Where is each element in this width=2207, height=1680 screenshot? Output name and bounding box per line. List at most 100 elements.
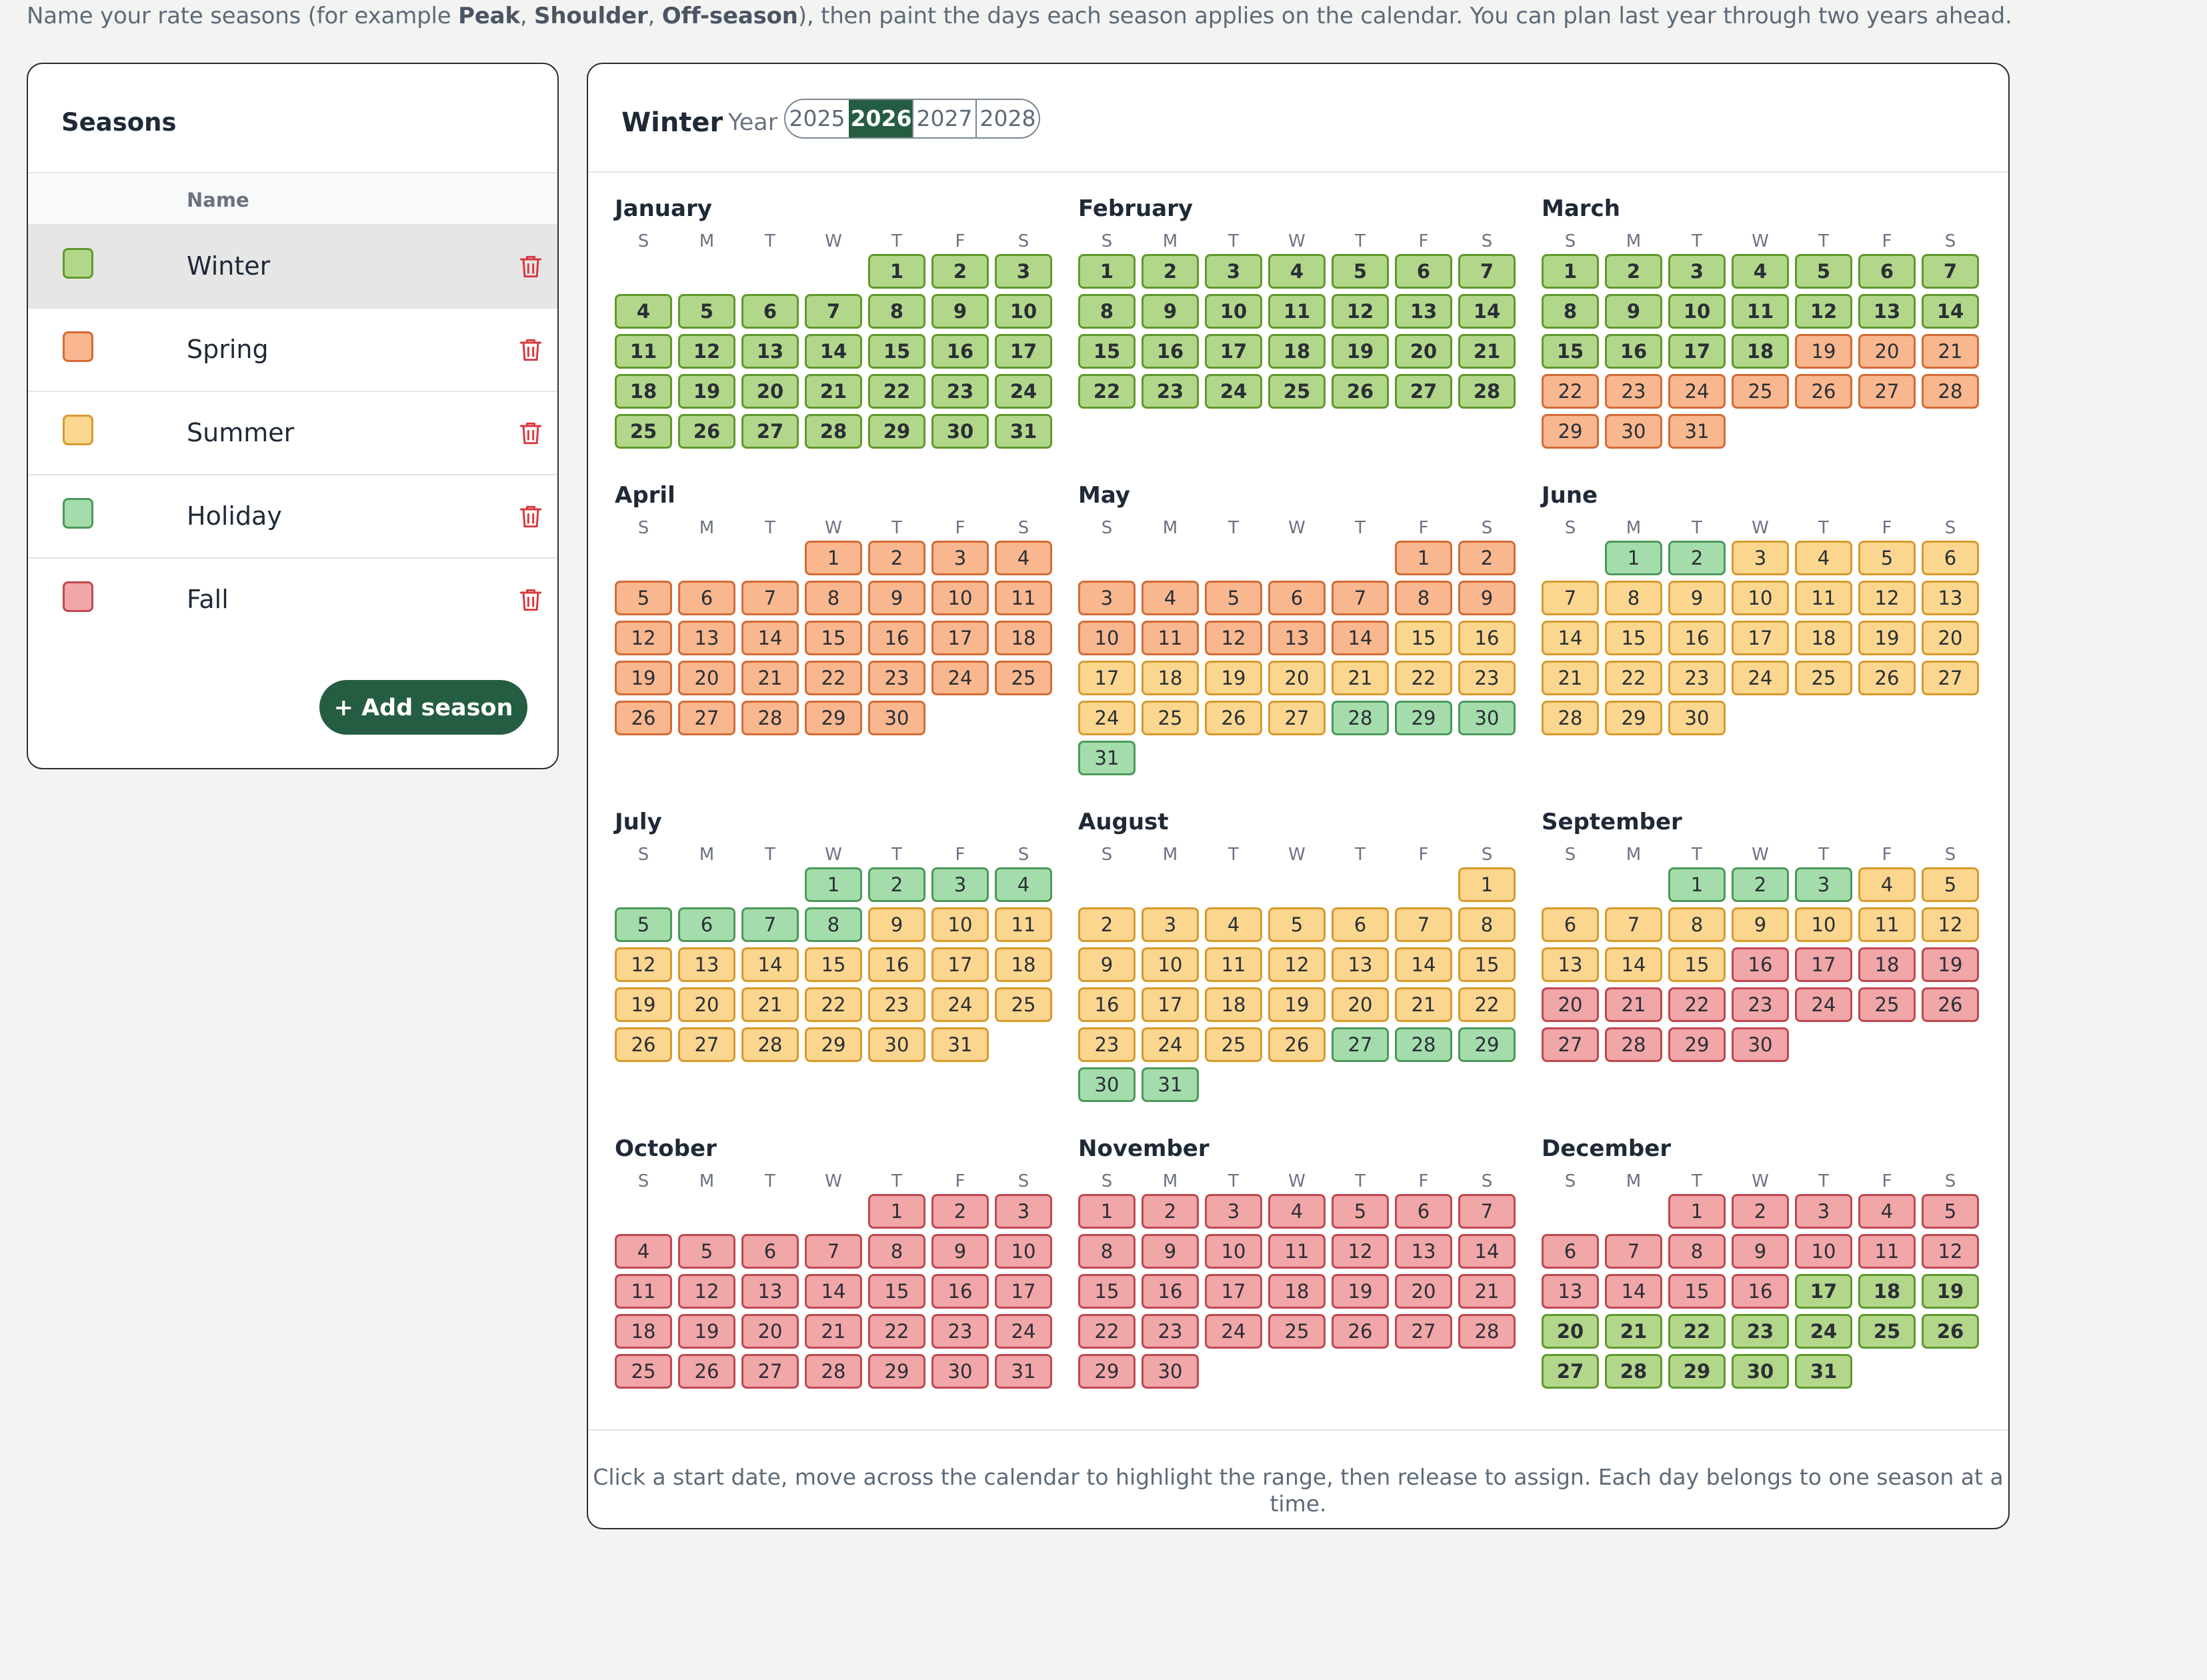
calendar-day[interactable]: 28 bbox=[1395, 1027, 1452, 1062]
calendar-day[interactable]: 25 bbox=[1858, 987, 1916, 1022]
calendar-day[interactable]: 28 bbox=[805, 414, 862, 449]
calendar-day[interactable]: 19 bbox=[1332, 1274, 1389, 1309]
calendar-day[interactable]: 25 bbox=[615, 1354, 672, 1389]
calendar-day[interactable]: 18 bbox=[1268, 334, 1326, 369]
calendar-day[interactable]: 25 bbox=[995, 661, 1052, 695]
calendar-day[interactable]: 11 bbox=[1142, 621, 1199, 655]
calendar-day[interactable]: 16 bbox=[868, 947, 925, 982]
calendar-day[interactable]: 29 bbox=[1605, 701, 1662, 735]
calendar-day[interactable]: 17 bbox=[995, 334, 1052, 369]
calendar-day[interactable]: 20 bbox=[1395, 1274, 1452, 1309]
calendar-day[interactable]: 1 bbox=[1458, 867, 1516, 902]
calendar-day[interactable]: 16 bbox=[868, 621, 925, 655]
calendar-day[interactable]: 6 bbox=[1268, 581, 1326, 615]
calendar-day[interactable]: 4 bbox=[1732, 254, 1789, 289]
calendar-day[interactable]: 26 bbox=[1332, 1314, 1389, 1349]
calendar-day[interactable]: 23 bbox=[1078, 1027, 1136, 1062]
calendar-day[interactable]: 21 bbox=[805, 1314, 862, 1349]
calendar-day[interactable]: 15 bbox=[1395, 621, 1452, 655]
calendar-day[interactable]: 7 bbox=[741, 581, 799, 615]
calendar-day[interactable]: 24 bbox=[995, 1314, 1052, 1349]
calendar-day[interactable]: 27 bbox=[1542, 1354, 1599, 1389]
calendar-day[interactable]: 13 bbox=[1395, 1234, 1452, 1269]
calendar-day[interactable]: 3 bbox=[1732, 541, 1789, 575]
calendar-day[interactable]: 12 bbox=[1332, 294, 1389, 329]
calendar-day[interactable]: 30 bbox=[1732, 1027, 1789, 1062]
calendar-day[interactable]: 18 bbox=[1858, 947, 1916, 982]
calendar-day[interactable]: 8 bbox=[1668, 1234, 1726, 1269]
calendar-day[interactable]: 12 bbox=[1332, 1234, 1389, 1269]
calendar-day[interactable]: 19 bbox=[678, 374, 735, 409]
calendar-day[interactable]: 1 bbox=[868, 254, 925, 289]
calendar-day[interactable]: 7 bbox=[1458, 1194, 1516, 1229]
calendar-day[interactable]: 30 bbox=[931, 1354, 989, 1389]
trash-icon[interactable] bbox=[516, 252, 545, 281]
calendar-day[interactable]: 21 bbox=[1332, 661, 1389, 695]
calendar-day[interactable]: 25 bbox=[1268, 374, 1326, 409]
calendar-day[interactable]: 29 bbox=[1668, 1354, 1726, 1389]
calendar-day[interactable]: 24 bbox=[931, 987, 989, 1022]
calendar-day[interactable]: 10 bbox=[995, 1234, 1052, 1269]
calendar-day[interactable]: 17 bbox=[1732, 621, 1789, 655]
calendar-day[interactable]: 6 bbox=[741, 1234, 799, 1269]
calendar-day[interactable]: 2 bbox=[931, 254, 989, 289]
trash-icon[interactable] bbox=[516, 502, 545, 531]
calendar-day[interactable]: 7 bbox=[805, 294, 862, 329]
calendar-day[interactable]: 6 bbox=[1332, 907, 1389, 942]
season-row-winter[interactable]: Winter bbox=[28, 224, 557, 307]
calendar-day[interactable]: 11 bbox=[1732, 294, 1789, 329]
calendar-day[interactable]: 13 bbox=[741, 1274, 799, 1309]
calendar-day[interactable]: 27 bbox=[1922, 661, 1979, 695]
calendar-day[interactable]: 22 bbox=[868, 374, 925, 409]
calendar-day[interactable]: 21 bbox=[1542, 661, 1599, 695]
calendar-day[interactable]: 5 bbox=[1205, 581, 1262, 615]
calendar-day[interactable]: 12 bbox=[615, 621, 672, 655]
calendar-day[interactable]: 20 bbox=[741, 1314, 799, 1349]
calendar-day[interactable]: 6 bbox=[1922, 541, 1979, 575]
calendar-day[interactable]: 2 bbox=[1142, 254, 1199, 289]
calendar-day[interactable]: 11 bbox=[1858, 907, 1916, 942]
calendar-day[interactable]: 28 bbox=[741, 1027, 799, 1062]
calendar-day[interactable]: 8 bbox=[805, 581, 862, 615]
calendar-day[interactable]: 1 bbox=[805, 541, 862, 575]
calendar-day[interactable]: 13 bbox=[1542, 1274, 1599, 1309]
calendar-day[interactable]: 15 bbox=[1078, 334, 1136, 369]
calendar-day[interactable]: 28 bbox=[1458, 1314, 1516, 1349]
season-name[interactable]: Summer bbox=[187, 418, 295, 447]
calendar-day[interactable]: 18 bbox=[615, 374, 672, 409]
calendar-day[interactable]: 14 bbox=[805, 1274, 862, 1309]
calendar-day[interactable]: 22 bbox=[1395, 661, 1452, 695]
calendar-day[interactable]: 2 bbox=[1668, 541, 1726, 575]
calendar-day[interactable]: 21 bbox=[741, 661, 799, 695]
calendar-day[interactable]: 21 bbox=[1922, 334, 1979, 369]
calendar-day[interactable]: 31 bbox=[1668, 414, 1726, 449]
calendar-day[interactable]: 22 bbox=[805, 661, 862, 695]
calendar-day[interactable]: 12 bbox=[1268, 947, 1326, 982]
calendar-day[interactable]: 3 bbox=[1205, 1194, 1262, 1229]
calendar-day[interactable]: 2 bbox=[1605, 254, 1662, 289]
calendar-day[interactable]: 11 bbox=[615, 334, 672, 369]
calendar-day[interactable]: 25 bbox=[1268, 1314, 1326, 1349]
calendar-day[interactable]: 26 bbox=[1795, 374, 1852, 409]
calendar-day[interactable]: 5 bbox=[1922, 1194, 1979, 1229]
calendar-day[interactable]: 16 bbox=[1605, 334, 1662, 369]
calendar-day[interactable]: 22 bbox=[1668, 1314, 1726, 1349]
calendar-day[interactable]: 20 bbox=[1395, 334, 1452, 369]
calendar-day[interactable]: 6 bbox=[1858, 254, 1916, 289]
calendar-day[interactable]: 17 bbox=[1205, 334, 1262, 369]
calendar-day[interactable]: 16 bbox=[1732, 947, 1789, 982]
calendar-day[interactable]: 8 bbox=[1458, 907, 1516, 942]
season-color-swatch[interactable] bbox=[63, 498, 93, 529]
calendar-day[interactable]: 20 bbox=[741, 374, 799, 409]
calendar-day[interactable]: 9 bbox=[1142, 294, 1199, 329]
calendar-day[interactable]: 17 bbox=[1142, 987, 1199, 1022]
calendar-day[interactable]: 1 bbox=[1078, 254, 1136, 289]
calendar-day[interactable]: 19 bbox=[1922, 947, 1979, 982]
calendar-day[interactable]: 23 bbox=[1605, 374, 1662, 409]
season-color-swatch[interactable] bbox=[63, 581, 93, 612]
calendar-day[interactable]: 30 bbox=[1458, 701, 1516, 735]
calendar-day[interactable]: 19 bbox=[1205, 661, 1262, 695]
calendar-day[interactable]: 23 bbox=[1142, 374, 1199, 409]
calendar-day[interactable]: 23 bbox=[931, 374, 989, 409]
calendar-day[interactable]: 22 bbox=[1668, 987, 1726, 1022]
